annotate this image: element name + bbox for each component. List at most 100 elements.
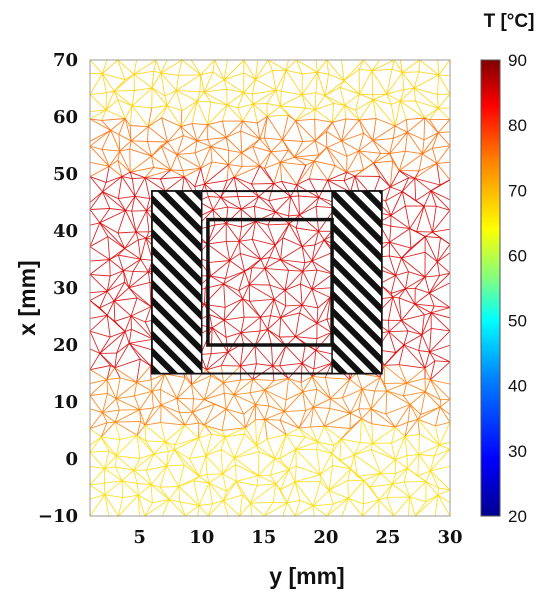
- mesh-edge: [150, 465, 167, 485]
- mesh-edge: [118, 494, 139, 516]
- mesh-edge: [226, 104, 238, 109]
- mesh-edge: [118, 118, 126, 135]
- mesh-edge: [326, 60, 330, 75]
- mesh-edge: [310, 426, 319, 443]
- mesh-edge: [296, 465, 321, 476]
- mesh-edge: [283, 411, 300, 429]
- mesh-edge: [401, 257, 426, 278]
- mesh-edge: [166, 90, 177, 106]
- mesh-edge: [139, 407, 154, 411]
- mesh-edge: [90, 436, 102, 446]
- mesh-edge: [294, 500, 301, 516]
- mesh-edge: [391, 473, 397, 485]
- mesh-edge: [298, 406, 314, 429]
- mesh-edge: [100, 422, 108, 438]
- mesh-edge: [414, 501, 427, 516]
- mesh-edge: [249, 379, 254, 393]
- mesh-edge: [151, 373, 165, 392]
- mesh-edge: [124, 331, 130, 344]
- mesh-edge: [208, 482, 224, 501]
- mesh-edge: [437, 119, 450, 134]
- mesh-edge: [401, 251, 426, 259]
- mesh-edge: [425, 470, 431, 482]
- mesh-edge: [346, 150, 360, 173]
- colorbar-tick-label: 30: [508, 442, 527, 461]
- mesh-edge: [407, 454, 420, 469]
- mesh-edge: [407, 132, 423, 155]
- mesh-edge: [212, 71, 225, 81]
- mesh-edge: [198, 482, 210, 506]
- mesh-edge: [263, 502, 274, 516]
- mesh-edge: [138, 484, 152, 496]
- mesh-edge: [119, 148, 130, 152]
- mesh-edge: [280, 304, 303, 318]
- mesh-edge: [104, 480, 123, 496]
- mesh-edge: [393, 60, 403, 73]
- mesh-edge: [176, 152, 196, 156]
- mesh-edge: [90, 208, 110, 210]
- mesh-edge: [121, 480, 138, 484]
- mesh-edge: [424, 117, 439, 134]
- mesh-edge: [99, 307, 108, 316]
- mesh-edge: [137, 495, 146, 516]
- mesh-edge: [133, 395, 141, 410]
- mesh-edge: [199, 74, 202, 92]
- mesh-edge: [329, 407, 351, 414]
- mesh-edge: [330, 398, 351, 414]
- mesh-edge: [138, 494, 153, 504]
- mesh-edge: [175, 75, 179, 91]
- mesh-edge: [290, 196, 300, 216]
- mesh-edge: [128, 271, 134, 288]
- mesh-edge: [281, 90, 303, 96]
- mesh-edge: [273, 183, 291, 197]
- mesh-edge: [210, 275, 224, 285]
- mesh-edge: [282, 120, 296, 141]
- mesh-edge: [90, 348, 101, 354]
- mesh-edge: [145, 440, 166, 443]
- mesh-edge: [204, 88, 227, 93]
- mesh-edge: [178, 486, 181, 502]
- mesh-edge: [165, 441, 176, 446]
- mesh-edge: [316, 318, 328, 324]
- mesh-edge: [117, 254, 124, 271]
- mesh-edge: [254, 345, 257, 364]
- mesh-edge: [209, 314, 213, 328]
- mesh-edge: [372, 442, 396, 461]
- mesh-edge: [134, 195, 150, 200]
- mesh-edge: [312, 376, 326, 379]
- mesh-edge: [400, 303, 416, 321]
- mesh-edge: [131, 90, 135, 106]
- mesh-edge: [388, 297, 394, 321]
- mesh-edge: [407, 497, 411, 516]
- mesh-edge: [280, 161, 298, 186]
- mesh-edge: [358, 150, 381, 154]
- mesh-edge: [399, 60, 403, 73]
- mesh-edge: [236, 475, 259, 482]
- mesh-edge: [213, 206, 228, 211]
- mesh-edge: [115, 455, 117, 467]
- mesh-edge: [269, 284, 286, 291]
- mesh-edge: [343, 80, 360, 95]
- mesh-edge: [205, 436, 226, 457]
- mesh-edge: [363, 499, 380, 505]
- mesh-edge: [128, 343, 141, 360]
- mesh-edge: [358, 133, 365, 152]
- mesh-edge: [252, 146, 272, 153]
- mesh-edge: [418, 444, 440, 455]
- mesh-edge: [90, 191, 103, 210]
- mesh-edge: [225, 394, 235, 410]
- mesh-edge: [344, 93, 360, 106]
- geometry-overlay: [151, 190, 383, 375]
- mesh-edge: [224, 72, 244, 81]
- mesh-edge: [99, 331, 126, 354]
- mesh-edge: [101, 120, 112, 131]
- mesh-edge: [233, 394, 245, 415]
- mesh-edge: [191, 369, 207, 385]
- mesh-edge: [430, 190, 450, 201]
- mesh-edge: [211, 351, 228, 355]
- mesh-edge: [298, 195, 319, 198]
- mesh-edge: [432, 145, 450, 149]
- mesh-edge: [130, 125, 149, 128]
- mesh-edge: [176, 74, 201, 91]
- mesh-edge: [429, 470, 440, 489]
